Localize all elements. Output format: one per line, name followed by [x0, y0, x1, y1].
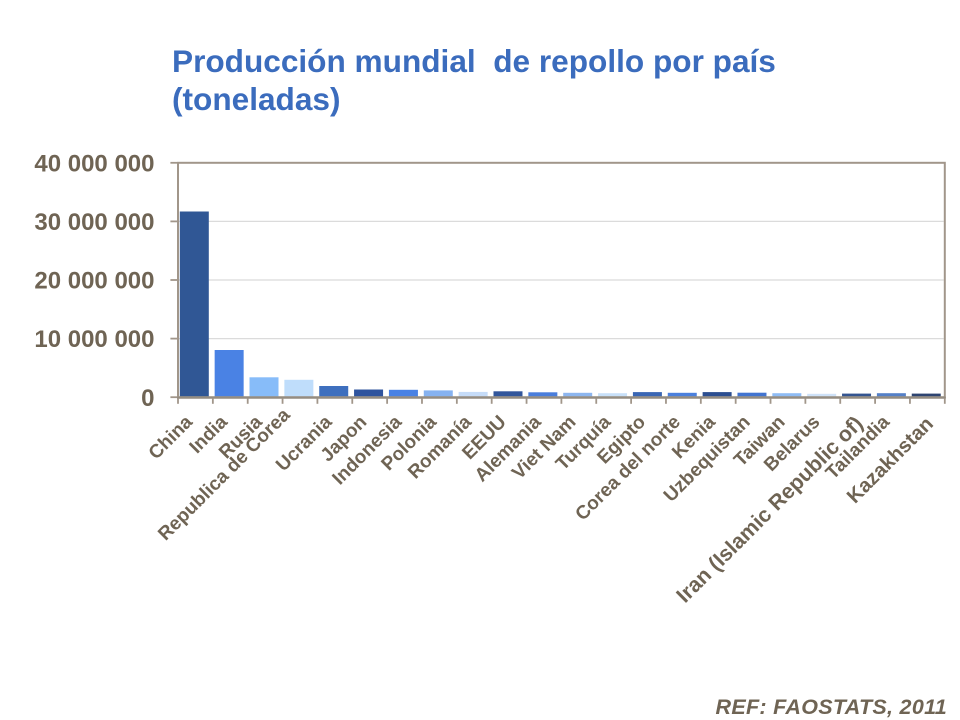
svg-text:0: 0 [141, 385, 154, 412]
svg-text:10 000 000: 10 000 000 [34, 326, 154, 353]
svg-text:30 000 000: 30 000 000 [34, 209, 154, 236]
svg-text:20 000 000: 20 000 000 [34, 268, 154, 295]
svg-text:40 000 000: 40 000 000 [34, 150, 154, 177]
svg-text:China: China [145, 411, 197, 463]
